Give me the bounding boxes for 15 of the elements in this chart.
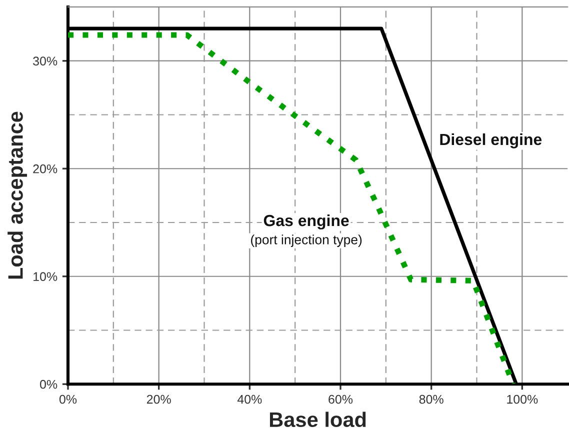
x-tick-label: 100% (507, 394, 538, 404)
y-axis-title: Load acceptance (8, 112, 28, 279)
y-tick-label: 20% (33, 164, 58, 174)
annotation: (port injection type) (251, 234, 362, 247)
y-tick-label: 10% (34, 272, 58, 282)
x-tick-label: 60% (328, 394, 353, 404)
x-axis-title: Base load (270, 412, 366, 428)
series-label: Diesel engine (440, 133, 542, 148)
x-tick-label: 80% (419, 394, 444, 404)
x-tick-label: 0% (59, 394, 77, 404)
y-tick-label: 0% (40, 380, 58, 389)
x-tick-label: 20% (146, 394, 171, 404)
series-label: Gas engine (264, 214, 349, 230)
y-tick-label: 30% (33, 56, 58, 66)
x-tick-label: 40% (237, 394, 262, 404)
